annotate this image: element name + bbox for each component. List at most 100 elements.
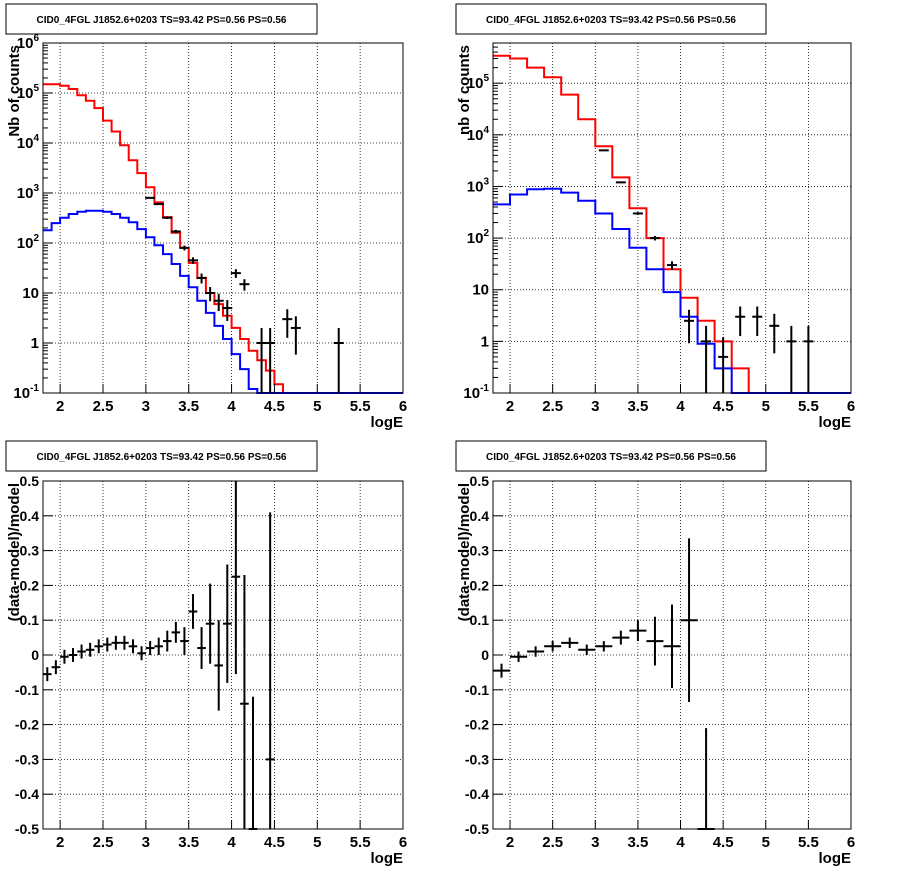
data-point — [803, 325, 814, 393]
data-point — [60, 649, 69, 664]
y-tick-label: 0.3 — [470, 543, 490, 559]
data-point — [162, 216, 173, 219]
x-tick-label: 3.5 — [178, 834, 199, 851]
data-point — [145, 641, 155, 655]
y-tick-label: -0.5 — [465, 821, 489, 837]
x-tick-label: 3.5 — [627, 398, 648, 415]
x-tick-label: 5.5 — [350, 834, 371, 851]
y-tick-label: 102 — [17, 233, 40, 252]
data-point — [231, 481, 241, 675]
chart-panel-3: CID0_4FGL J1852.6+0203 TS=93.42 PS=0.56 … — [5, 440, 407, 867]
data-point — [701, 325, 712, 393]
data-point — [649, 235, 660, 241]
data-point — [769, 313, 780, 354]
x-axis-label: logE — [371, 850, 404, 867]
x-axis-label: logE — [819, 414, 852, 431]
grid — [493, 43, 851, 393]
data-point — [205, 583, 215, 664]
data-point — [684, 309, 695, 344]
data-point — [223, 564, 232, 683]
x-tick-label: 3 — [142, 834, 150, 851]
y-tick-label: 105 — [17, 83, 40, 102]
data-point — [493, 663, 511, 678]
y-tick-label: 0.4 — [470, 508, 490, 524]
y-tick-label: -0.1 — [465, 682, 489, 698]
data-point — [170, 229, 181, 234]
x-tick-label: 4.5 — [264, 398, 285, 415]
y-tick-label: 0.5 — [20, 473, 40, 489]
data-point — [163, 630, 172, 652]
x-axis: 2 2.5 3 3.5 4 4.5 5 5.5 6 — [56, 384, 407, 415]
data-point — [239, 279, 250, 291]
data-point — [646, 616, 664, 666]
x-tick-label: 4 — [227, 398, 236, 415]
data-point — [697, 728, 715, 830]
y-tick-label: -0.4 — [15, 786, 39, 802]
data-point — [85, 642, 95, 657]
data-point — [180, 627, 189, 655]
plot-frame — [492, 42, 852, 394]
x-tick-label: 5 — [762, 398, 770, 415]
x-axis: 2 2.5 3 3.5 4 4.5 5 5.5 6 — [506, 384, 855, 415]
series-3-points — [598, 149, 814, 393]
data-point — [196, 273, 207, 284]
y-tick-label: 0.2 — [20, 577, 40, 593]
data-point — [510, 651, 528, 662]
y-tick-label: -0.3 — [15, 751, 39, 767]
title-box — [455, 440, 767, 472]
data-point — [188, 257, 198, 264]
x-tick-label: 3 — [591, 398, 599, 415]
y-tick-label: 10 — [472, 282, 489, 299]
data-point — [179, 245, 190, 251]
chart-panel-2: CID0_4FGL J1852.6+0203 TS=93.42 PS=0.56 … — [455, 3, 855, 431]
y-tick-label: 0.1 — [470, 612, 490, 628]
title-box — [455, 3, 767, 35]
y-tick-label: 0.2 — [470, 577, 490, 593]
series-2-histogram — [493, 187, 851, 394]
y-tick-label: 0.4 — [20, 508, 40, 524]
data-point — [595, 641, 613, 652]
data-point — [735, 306, 746, 337]
series-3-points — [145, 196, 344, 393]
chart-title: CID0_4FGL J1852.6+0203 TS=93.42 PS=0.56 … — [486, 452, 736, 463]
data-point — [43, 667, 52, 682]
data-point — [680, 538, 698, 702]
data-point — [103, 637, 112, 652]
data-point — [265, 512, 275, 829]
y-tick-label: 0 — [31, 647, 39, 663]
x-tick-label: 2 — [56, 834, 64, 851]
y-tick-label: 104 — [467, 125, 490, 144]
chart-title: CID0_4FGL J1852.6+0203 TS=93.42 PS=0.56 … — [37, 452, 287, 463]
chart-panel-1: CID0_4FGL J1852.6+0203 TS=93.42 PS=0.56 … — [5, 3, 407, 431]
data-point — [265, 327, 276, 393]
chart-title: CID0_4FGL J1852.6+0203 TS=93.42 PS=0.56 … — [37, 15, 287, 26]
data-point — [561, 637, 579, 649]
y-axis: -0.5 -0.4 -0.3 -0.2 -0.1 0 0.1 0.2 0.3 0.4 0.5 — [15, 473, 53, 837]
x-tick-label: 6 — [399, 834, 407, 851]
data-point — [111, 635, 121, 650]
data-point — [240, 574, 249, 829]
data-point — [222, 300, 233, 321]
y-tick-label: 10-1 — [463, 383, 489, 402]
x-tick-label: 3.5 — [627, 834, 648, 851]
data-point — [632, 212, 643, 215]
y-axis-label: Nb of counts — [6, 45, 23, 137]
series-1-histogram — [43, 83, 403, 394]
y-tick-label: 1 — [481, 333, 489, 350]
data-point — [120, 635, 129, 650]
grid — [493, 481, 851, 829]
y-tick-label: 0 — [481, 647, 489, 663]
y-axis-label: (data-model)/model — [6, 483, 23, 621]
data-point — [248, 696, 258, 830]
data-point — [213, 293, 224, 312]
x-axis: 2 2.5 3 3.5 4 4.5 5 5.5 6 — [56, 820, 407, 851]
data-point — [94, 639, 103, 654]
y-axis-label: (data-model)/model — [456, 483, 473, 621]
x-tick-label: 4 — [676, 398, 685, 415]
x-tick-label: 5 — [313, 834, 321, 851]
grid — [43, 481, 403, 829]
x-axis: 2 2.5 3 3.5 4 4.5 5 5.5 6 — [506, 820, 855, 851]
residual-points — [493, 538, 715, 830]
data-point — [612, 630, 630, 645]
data-point — [153, 203, 164, 206]
